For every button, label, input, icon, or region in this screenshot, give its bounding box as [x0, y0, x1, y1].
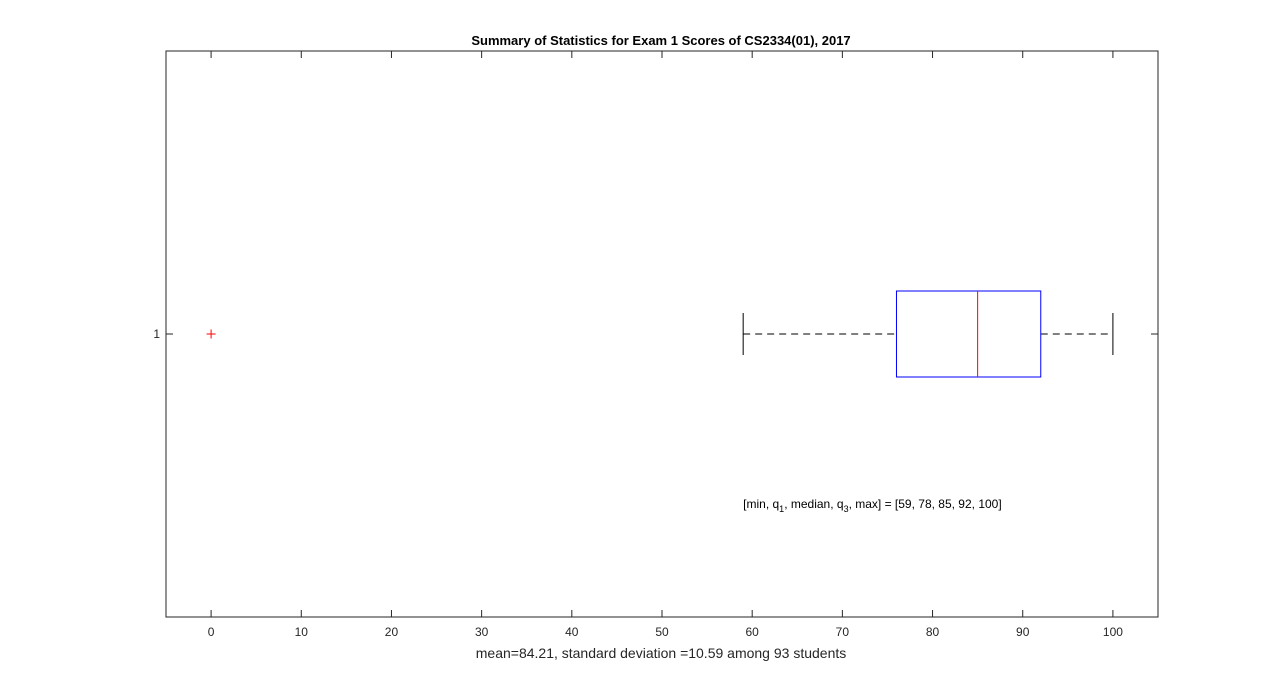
annotation-sub-q3: 3 — [844, 504, 849, 514]
boxplot — [206, 290, 1114, 378]
x-tick-label: 10 — [295, 625, 309, 639]
x-axis-label: mean=84.21, standard deviation =10.59 am… — [476, 645, 847, 661]
x-tick-label: 60 — [746, 625, 760, 639]
x-tick-label: 40 — [565, 625, 579, 639]
stats-annotation: [min, q1, median, q3, max] = [59, 78, 85… — [743, 497, 1002, 514]
chart-title: Summary of Statistics for Exam 1 Scores … — [471, 33, 850, 48]
x-axis-ticks: 0 10 20 30 40 50 60 70 80 90 100 — [208, 51, 1123, 639]
iqr-box — [895, 290, 1042, 378]
y-axis-ticks: 1 — [153, 327, 1158, 341]
x-tick-label: 70 — [836, 625, 850, 639]
annotation-prefix: [min, q — [743, 497, 779, 511]
x-tick-label: 50 — [655, 625, 669, 639]
outlier-marker — [206, 329, 216, 339]
x-tick-label: 0 — [208, 625, 215, 639]
x-tick-label: 80 — [926, 625, 940, 639]
axes-frame — [165, 50, 1159, 618]
annotation-middle: , median, q — [784, 497, 843, 511]
x-tick-label: 30 — [475, 625, 489, 639]
x-tick-label: 90 — [1016, 625, 1030, 639]
annotation-sub-q1: 1 — [779, 504, 784, 514]
x-tick-label: 20 — [385, 625, 399, 639]
annotation-suffix: , max] = [59, 78, 85, 92, 100] — [849, 497, 1002, 511]
y-tick-label: 1 — [153, 327, 160, 341]
x-tick-label: 100 — [1103, 625, 1123, 639]
